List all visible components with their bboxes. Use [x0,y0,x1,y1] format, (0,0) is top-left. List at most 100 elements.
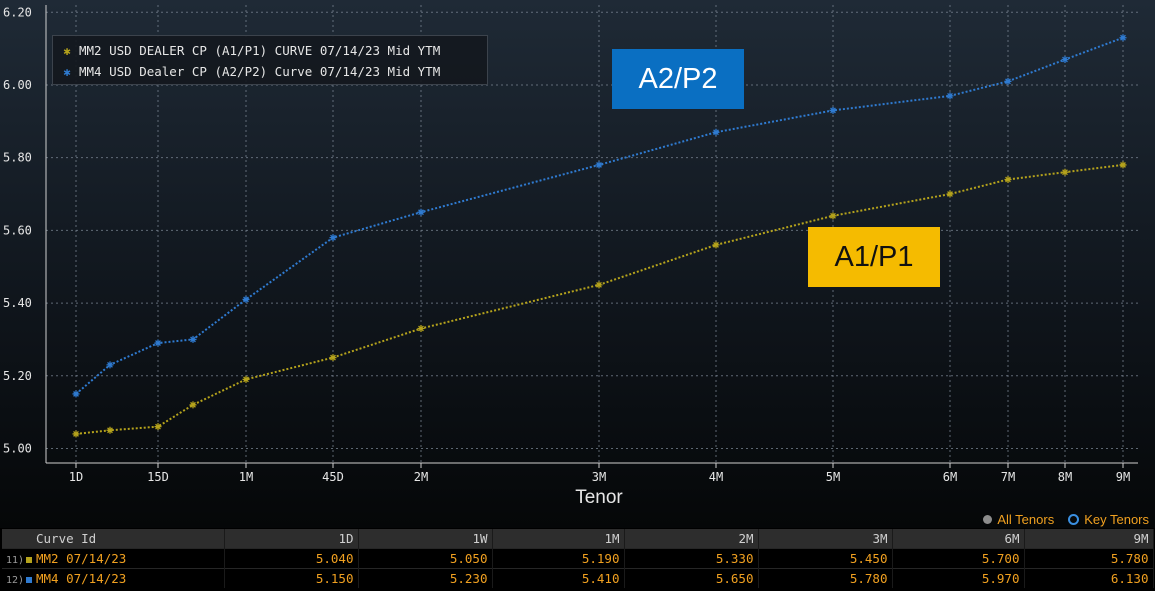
data-point [1119,34,1127,42]
data-point [189,335,197,343]
data-point [829,106,837,114]
column-header[interactable]: Curve Id [2,529,225,549]
data-point [1004,175,1012,183]
column-header[interactable]: 1D [224,529,359,549]
series-line-mm4 [75,36,1124,395]
table-cell: 5.190 [492,548,625,569]
all-tenors-label: All Tenors [997,512,1055,527]
curve-id: MM2 07/14/23 [36,551,127,566]
data-point [595,281,603,289]
data-point [189,401,197,409]
column-header[interactable]: 3M [758,529,893,549]
table-row[interactable]: 11) MM2 07/14/23 5.040 5.050 5.190 5.330 … [2,548,1154,569]
column-header[interactable]: 1W [358,529,493,549]
table-cell: 5.330 [624,548,759,569]
x-tick-label: 6M [943,470,957,484]
y-tick-label: 5.00 [3,441,32,455]
x-tick-label: 15D [147,470,169,484]
curve-id: MM4 07/14/23 [36,571,127,586]
table-cell: 5.050 [358,548,493,569]
data-point [946,92,954,100]
series-line-mm2 [75,163,1124,435]
table-cell: 5.780 [1024,548,1154,569]
radio-ring-icon [1068,514,1080,525]
data-point [417,208,425,216]
data-point [1004,77,1012,85]
table-cell: 6.130 [1024,568,1154,588]
curve-data-table: Curve Id 1D 1W 1M 2M 3M 6M 9M 11) MM2 07/… [2,529,1154,588]
legend-marker-mm2: ✱ [63,43,71,58]
data-point [154,423,162,431]
table-cell: 5.780 [758,568,893,588]
legend-label-mm4: MM4 USD Dealer CP (A2/P2) Curve 07/14/23… [79,64,441,79]
column-header[interactable]: 9M [1024,529,1154,549]
data-point [242,375,250,383]
table-cell: 5.040 [224,548,359,569]
table-cell: 5.450 [758,548,893,569]
x-tick-label: 9M [1116,470,1130,484]
data-point [1061,168,1069,176]
x-tick-label: 5M [826,470,840,484]
data-point [329,354,337,362]
series-color-swatch [26,556,32,563]
data-point [154,339,162,347]
radio-filled-icon [983,515,993,524]
x-tick-label: 2M [414,470,428,484]
row-number: 12) [6,575,25,586]
data-point [72,390,80,398]
x-tick-label: 7M [1001,470,1015,484]
key-tenors-toggle[interactable]: Key Tenors [1068,512,1149,527]
chart-area: 6.20 6.00 5.80 5.60 5.40 5.20 5.00 1D 15D 1M 45D 2M… [0,0,1155,528]
table-row[interactable]: 12) MM4 07/14/23 5.150 5.230 5.410 5.650 … [2,568,1154,588]
table-cell: 5.970 [892,568,1025,588]
data-point [417,325,425,333]
table-cell: 5.230 [358,568,493,588]
y-tick-label: 5.80 [3,151,32,165]
x-tick-label: 1D [69,470,83,484]
data-point [72,430,80,438]
data-point [595,161,603,169]
legend-item-mm4[interactable]: ✱ MM4 USD Dealer CP (A2/P2) Curve 07/14/… [61,61,479,82]
data-point [1061,56,1069,64]
y-tick-label: 5.40 [3,296,32,310]
data-point [946,190,954,198]
tenor-toggle-bar: All Tenors Key Tenors [983,512,1149,527]
table-cell: 5.700 [892,548,1025,569]
x-tick-label: 45D [322,470,344,484]
x-axis-label: Tenor [575,487,623,508]
data-point [1119,161,1127,169]
table-header-row: Curve Id 1D 1W 1M 2M 3M 6M 9M [2,529,1154,549]
callout-a1-p1: A1/P1 [808,227,940,287]
callout-a2-p2: A2/P2 [612,49,744,109]
key-tenors-label: Key Tenors [1084,512,1149,527]
y-tick-label: 5.60 [3,223,32,237]
data-point [242,295,250,303]
y-tick-label: 6.20 [3,5,32,19]
column-header[interactable]: 1M [492,529,625,549]
legend-marker-mm4: ✱ [63,64,71,79]
data-point [829,212,837,220]
data-point [106,426,114,434]
table-cell: 5.650 [624,568,759,588]
legend-label-mm2: MM2 USD DEALER CP (A1/P1) CURVE 07/14/23… [79,43,441,58]
table-cell: 5.150 [224,568,359,588]
y-tick-label: 5.20 [3,369,32,383]
data-point [106,361,114,369]
chart-legend: ✱ MM2 USD DEALER CP (A1/P1) CURVE 07/14/… [52,35,488,85]
data-point [712,241,720,249]
y-tick-label: 6.00 [3,78,32,92]
table-cell: 5.410 [492,568,625,588]
series-color-swatch [26,576,32,583]
curve-id-cell: 11) MM2 07/14/23 [2,548,225,569]
data-point [329,234,337,242]
x-tick-label: 3M [592,470,606,484]
row-number: 11) [6,555,25,566]
curve-id-cell: 12) MM4 07/14/23 [2,568,225,588]
data-point [712,128,720,136]
column-header[interactable]: 2M [624,529,759,549]
x-tick-label: 8M [1058,470,1072,484]
all-tenors-toggle[interactable]: All Tenors [983,512,1054,527]
column-header[interactable]: 6M [892,529,1025,549]
legend-item-mm2[interactable]: ✱ MM2 USD DEALER CP (A1/P1) CURVE 07/14/… [61,40,479,61]
x-tick-label: 1M [239,470,253,484]
